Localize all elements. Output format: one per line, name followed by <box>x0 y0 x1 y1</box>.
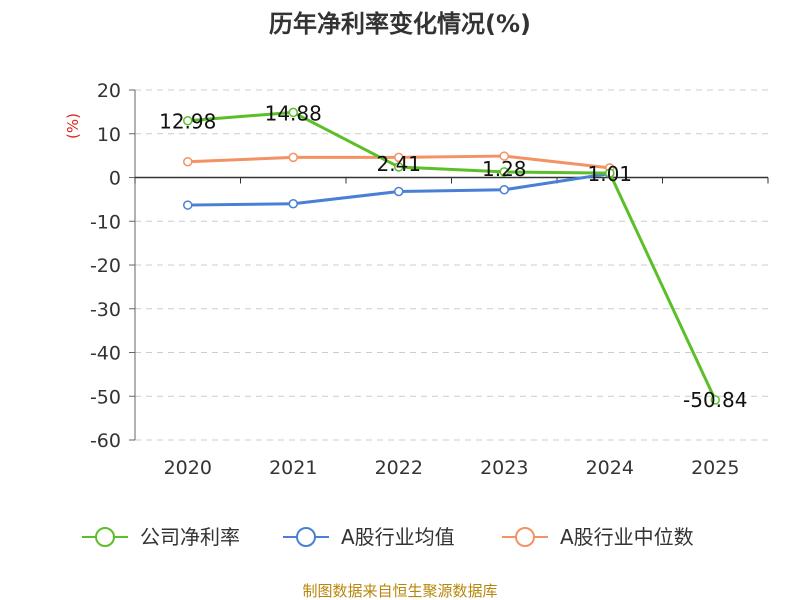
data-point <box>183 200 193 210</box>
data-point <box>394 186 404 197</box>
legend-swatch-marker <box>95 527 115 547</box>
series-line <box>187 110 717 401</box>
x-tick-label: 2025 <box>691 457 739 479</box>
data-point <box>605 168 615 178</box>
x-tick-label: 2020 <box>164 457 212 479</box>
legend-item[interactable]: 公司净利率 <box>82 525 240 549</box>
series-lines <box>183 107 720 405</box>
data-point <box>394 152 404 163</box>
y-tick-label: 10 <box>97 124 121 146</box>
data-label: 12.98 <box>159 110 216 134</box>
data-point <box>499 167 509 177</box>
legend-item[interactable]: A股行业中位数 <box>502 525 694 549</box>
chart-title: 历年净利率变化情况(%) <box>269 10 531 38</box>
legend-label: 公司净利率 <box>140 525 240 549</box>
legend[interactable]: 公司净利率 A股行业均值 A股行业中位数 <box>82 525 694 549</box>
data-point <box>710 395 720 405</box>
data-label: 2.41 <box>376 152 421 176</box>
y-tick-label: -60 <box>90 430 121 452</box>
data-point <box>288 152 298 163</box>
grid-lines <box>135 89 768 441</box>
legend-label: A股行业中位数 <box>560 525 694 549</box>
y-tick-label: 20 <box>97 80 121 102</box>
data-point <box>499 185 509 195</box>
x-tick-label: 2024 <box>586 457 634 479</box>
legend-label: A股行业均值 <box>341 525 455 549</box>
data-labels: 12.98 14.88 2.41 1.28 1.01 -50.84 <box>159 101 747 412</box>
data-label: 1.01 <box>587 162 632 186</box>
data-point <box>288 107 298 118</box>
data-label: 14.88 <box>265 101 322 125</box>
x-tick-label: 2022 <box>375 457 423 479</box>
source-note: 制图数据来自恒生聚源数据库 <box>302 582 497 600</box>
y-axis-label: (%) <box>64 113 82 139</box>
y-tick-label: -30 <box>90 299 121 321</box>
x-tick-label: 2021 <box>269 457 317 479</box>
x-tick-label: 2023 <box>480 457 528 479</box>
y-tick-label: -40 <box>90 343 121 365</box>
legend-item[interactable]: A股行业均值 <box>283 525 455 549</box>
data-label: 1.28 <box>482 157 527 181</box>
data-point <box>183 157 193 167</box>
data-point <box>394 162 404 172</box>
legend-swatch-marker <box>296 527 316 547</box>
data-point <box>499 151 509 161</box>
y-tick-label: -10 <box>90 211 121 233</box>
axes: 20 10 0 -10 -20 -30 -40 -50 -60 2020 2021 2022 2023 2… <box>90 80 769 479</box>
y-tick-label: -20 <box>90 255 121 277</box>
data-label: -50.84 <box>683 388 747 412</box>
data-point <box>288 199 298 209</box>
y-tick-label: -50 <box>90 386 121 408</box>
legend-swatch-marker <box>515 527 535 547</box>
data-point <box>183 115 193 126</box>
y-tick-label: 0 <box>109 168 121 190</box>
